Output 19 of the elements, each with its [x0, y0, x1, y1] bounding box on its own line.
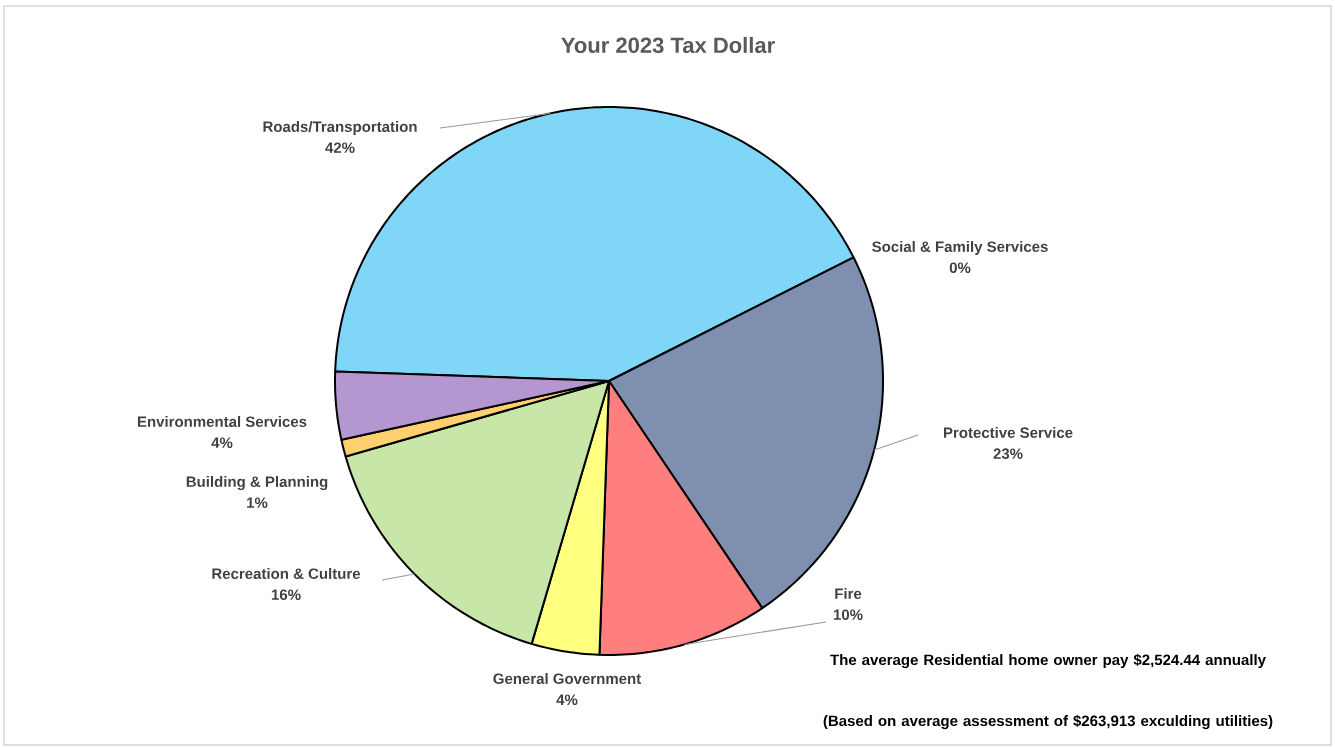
text: The average Residential home owner pay $2,524.44 annually — [830, 653, 1266, 669]
text: 0% — [949, 262, 971, 273]
data-label: 42% — [325, 142, 355, 153]
data-label: 1% — [247, 497, 268, 508]
chart-title: Your 2023 Tax Dollar — [561, 36, 775, 54]
slice-label: Recreation & Culture — [212, 567, 361, 579]
category-label: Social & Family Services — [872, 240, 1048, 255]
slice-label: Protective Service — [943, 426, 1073, 438]
slice-label: Fire — [835, 587, 862, 599]
slice-label: Roads/Transportation — [263, 121, 417, 135]
data-label: 4% — [556, 694, 578, 705]
slice-label: Environmental Services — [137, 416, 307, 428]
data-label: 10% — [833, 609, 863, 620]
data-label: 23% — [993, 448, 1023, 460]
slice-label: Building & Planning — [186, 476, 328, 491]
slice-label: General Government — [493, 673, 641, 685]
data-label: 4% — [211, 437, 233, 448]
text: (Based on average assessment of $263,913 exculding utilities) — [823, 714, 1273, 730]
data-label: 16% — [271, 589, 301, 600]
